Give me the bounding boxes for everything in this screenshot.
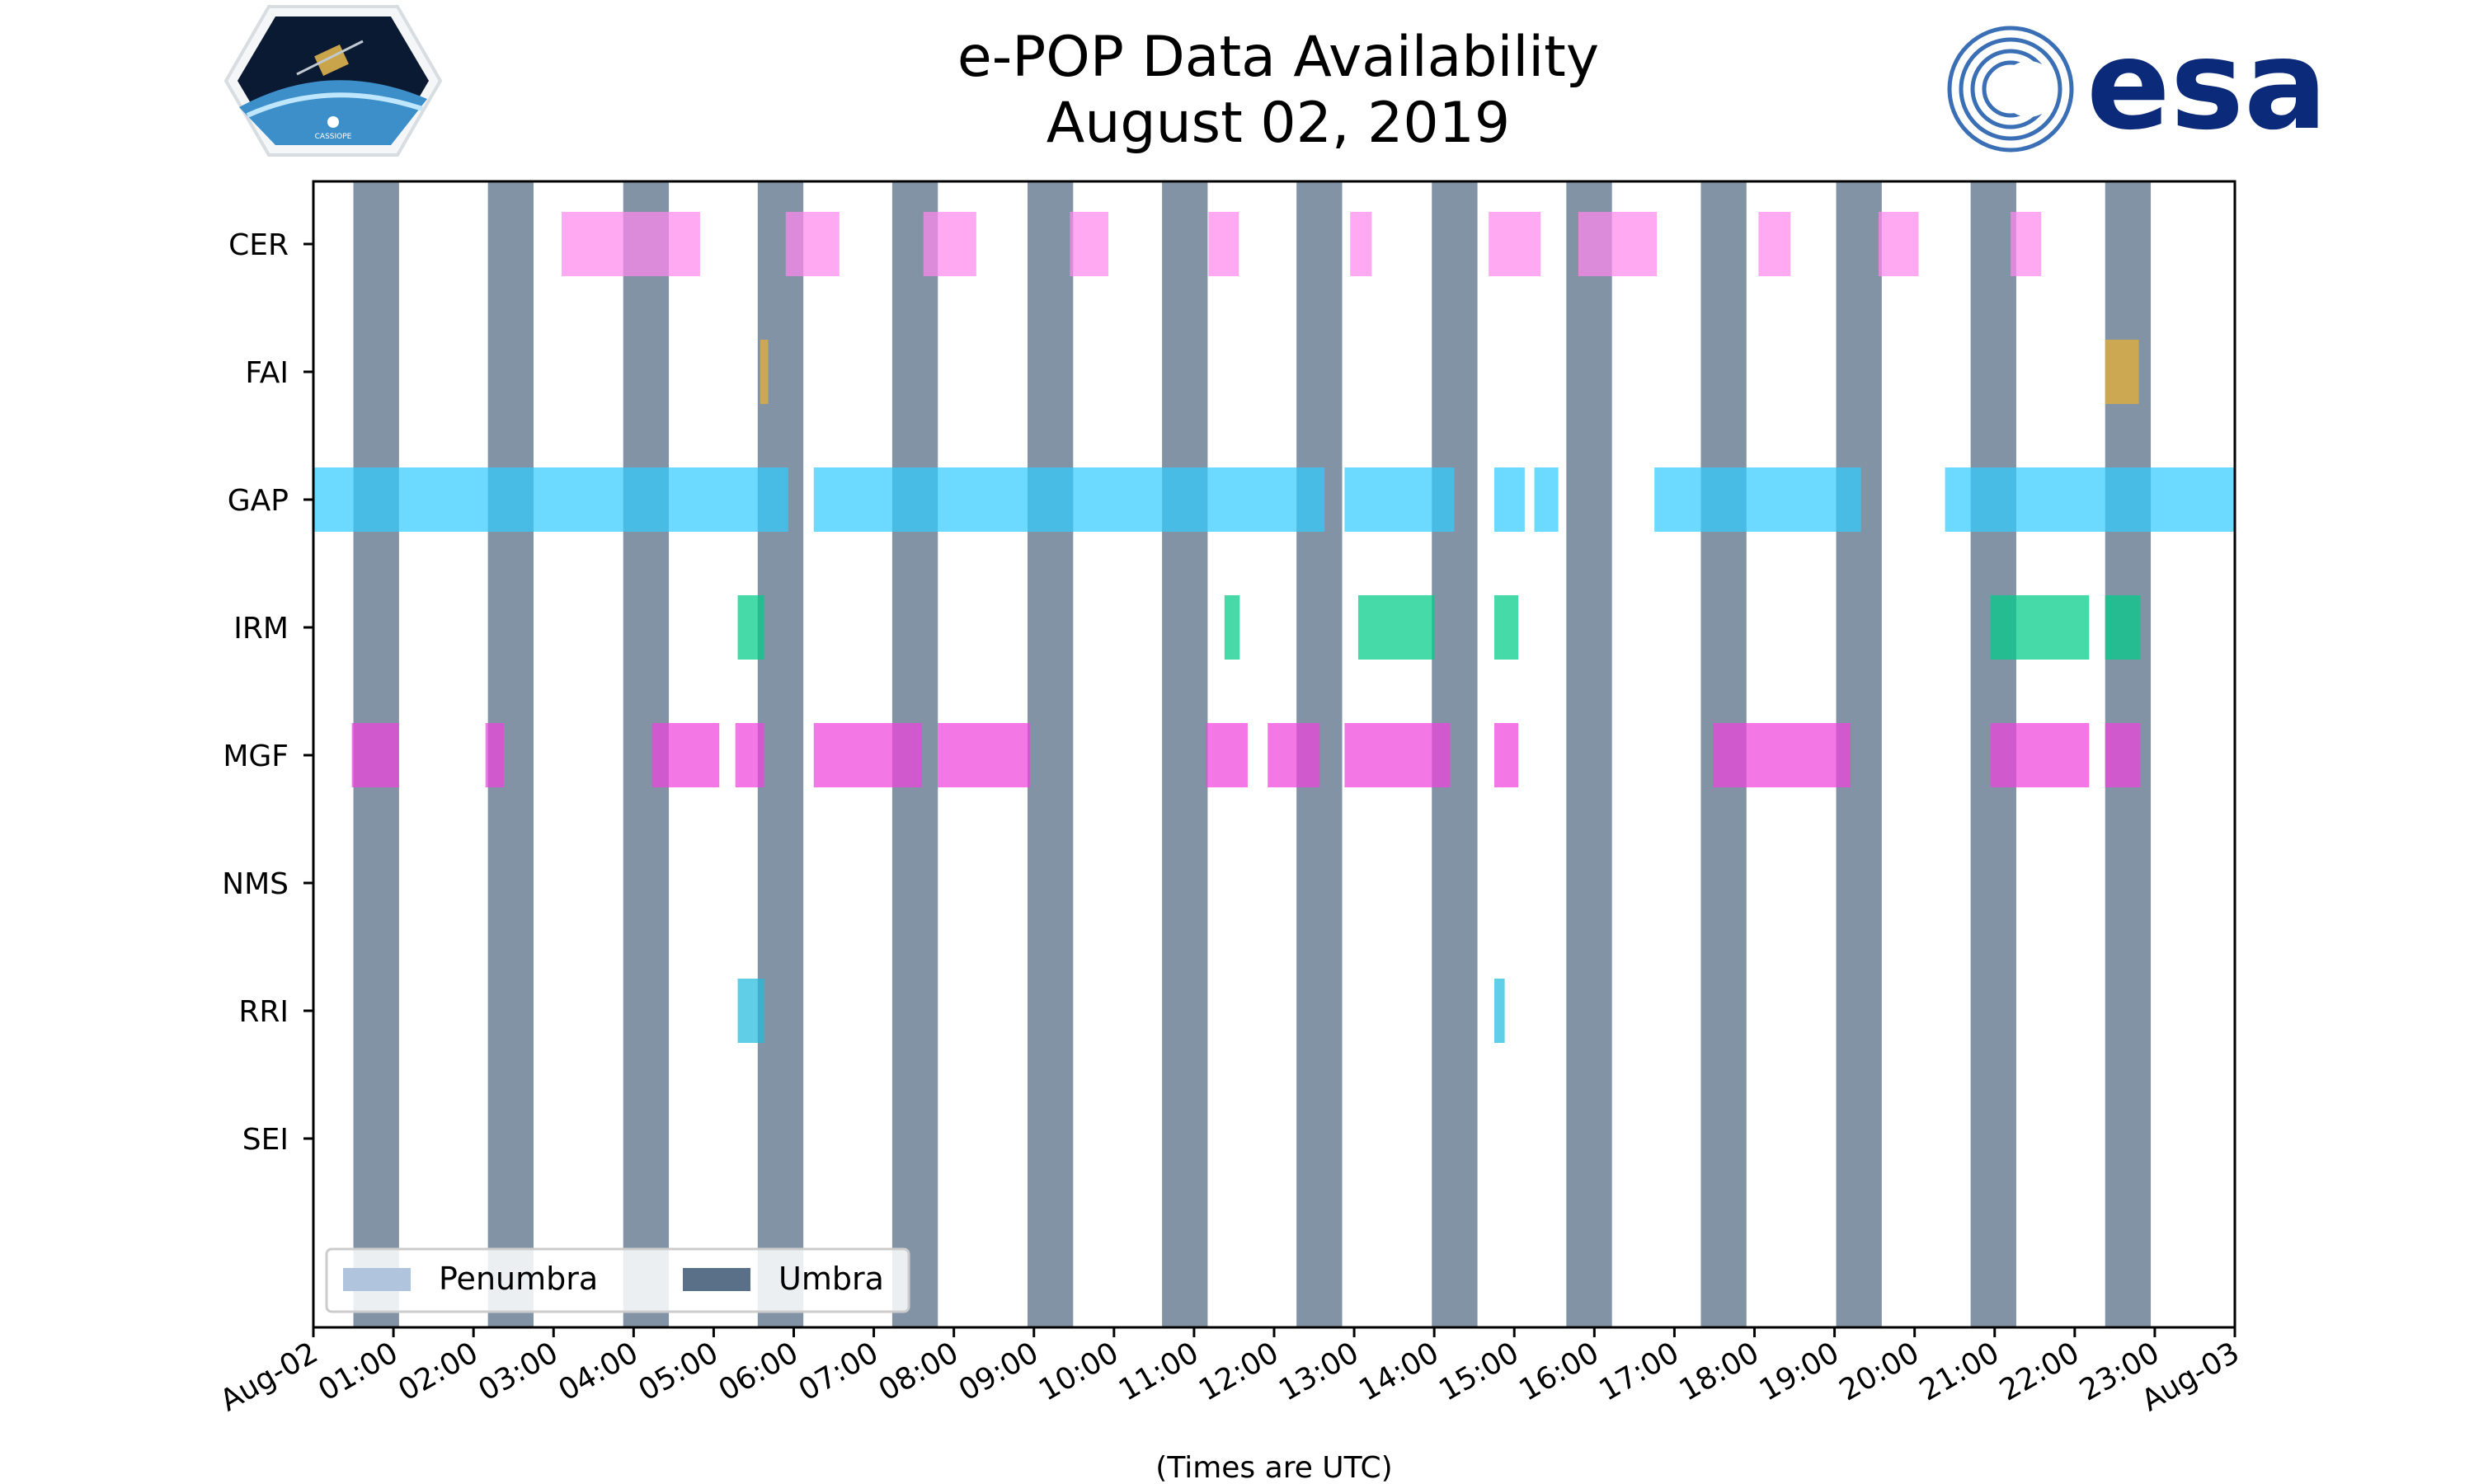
bar-cer <box>1758 212 1791 276</box>
y-tick-label: NMS <box>222 867 289 901</box>
x-tick-label: 22:00 <box>1994 1336 2085 1407</box>
bar-mgf <box>1713 723 1851 787</box>
bar-cer <box>1578 212 1658 276</box>
bar-rri <box>737 979 764 1043</box>
x-tick-label: 12:00 <box>1193 1336 1284 1407</box>
chart-title: e-POP Data Availability <box>957 25 1599 90</box>
y-tick-label: SEI <box>242 1123 289 1157</box>
legend-umbra-label: Umbra <box>778 1261 884 1297</box>
y-axis: CER FAI GAP IRM MGF NMS RRI SEI <box>222 228 313 1157</box>
y-tick-label: RRI <box>238 995 289 1029</box>
legend-penumbra-label: Penumbra <box>439 1261 598 1297</box>
x-axis-label: (Times are UTC) <box>1155 1451 1392 1484</box>
bar-cer <box>1208 212 1239 276</box>
y-tick-label: FAI <box>245 356 289 390</box>
x-tick-label: 14:00 <box>1353 1336 1444 1407</box>
bar-gap <box>1945 467 2235 532</box>
x-tick-label: 07:00 <box>793 1336 884 1407</box>
y-tick-label: CER <box>228 228 289 262</box>
bar-mgf <box>1493 723 1519 787</box>
bar-cer <box>1350 212 1372 276</box>
x-tick-label: 21:00 <box>1914 1336 2005 1407</box>
x-tick-label: 15:00 <box>1433 1336 1524 1407</box>
x-tick-label: Aug-02 <box>214 1336 323 1418</box>
x-tick-label: 20:00 <box>1834 1336 1925 1407</box>
bar-cer <box>1070 212 1109 276</box>
legend-umbra-swatch <box>683 1268 750 1291</box>
x-tick-label: 17:00 <box>1594 1336 1685 1407</box>
bar-mgf <box>735 723 764 787</box>
x-tick-label: 01:00 <box>313 1336 403 1407</box>
legend-penumbra-swatch <box>343 1268 411 1291</box>
legend: Penumbra Umbra <box>325 1247 910 1313</box>
cassiope-logo: CASSIOPE <box>223 5 443 157</box>
bar-rri <box>1493 979 1505 1043</box>
bar-cer <box>1878 212 1919 276</box>
bar-mgf <box>1268 723 1320 787</box>
chart-subtitle: August 02, 2019 <box>1047 91 1510 156</box>
bar-mgf <box>485 723 505 787</box>
umbra-band <box>1027 181 1074 1327</box>
bar-fai <box>2105 340 2139 404</box>
y-tick-label: MGF <box>223 740 289 773</box>
bar-irm <box>737 595 764 660</box>
x-tick-label: 18:00 <box>1674 1336 1765 1407</box>
bar-gap <box>1344 467 1455 532</box>
bar-irm <box>1357 595 1435 660</box>
bar-irm <box>1224 595 1240 660</box>
umbra-bands <box>353 181 2152 1327</box>
bar-gap <box>1534 467 1559 532</box>
cassiope-logo-text: CASSIOPE <box>315 133 352 141</box>
bar-gap <box>313 467 788 532</box>
bar-irm <box>2105 595 2141 660</box>
instrument-bars <box>313 212 2235 1043</box>
bar-cer <box>2011 212 2042 276</box>
bar-irm <box>1493 595 1519 660</box>
bar-irm <box>1990 595 2090 660</box>
x-tick-label: 03:00 <box>473 1336 563 1407</box>
bar-mgf <box>651 723 720 787</box>
x-tick-label: 06:00 <box>713 1336 804 1407</box>
bar-mgf <box>2105 723 2141 787</box>
x-tick-label: 04:00 <box>553 1336 643 1407</box>
legend-box <box>325 1247 910 1313</box>
x-tick-label: 19:00 <box>1754 1336 1845 1407</box>
bar-mgf <box>1344 723 1451 787</box>
bar-gap <box>1493 467 1525 532</box>
x-tick-label: 09:00 <box>953 1336 1044 1407</box>
bar-mgf <box>351 723 399 787</box>
y-tick-label: IRM <box>233 612 289 646</box>
bar-mgf <box>1206 723 1248 787</box>
x-tick-label: 08:00 <box>873 1336 964 1407</box>
x-tick-label: 05:00 <box>633 1336 724 1407</box>
umbra-band <box>1566 181 1612 1327</box>
bar-mgf <box>813 723 922 787</box>
bar-cer <box>1489 212 1541 276</box>
x-tick-label: 02:00 <box>393 1336 483 1407</box>
x-tick-label: 11:00 <box>1113 1336 1204 1407</box>
esa-logo: esa <box>1947 14 2327 157</box>
x-tick-label: 13:00 <box>1273 1336 1364 1407</box>
bar-fai <box>760 340 769 404</box>
umbra-band <box>1162 181 1208 1327</box>
bar-cer <box>785 212 840 276</box>
y-tick-label: GAP <box>228 484 289 518</box>
bar-mgf <box>1990 723 2090 787</box>
x-tick-label: 10:00 <box>1033 1336 1124 1407</box>
x-axis: Aug-0201:0002:0003:0004:0005:0006:0007:0… <box>214 1327 2246 1418</box>
bar-cer <box>923 212 976 276</box>
bar-mgf <box>938 723 1030 787</box>
x-tick-label: 16:00 <box>1513 1336 1604 1407</box>
bar-gap <box>813 467 1325 532</box>
bar-cer <box>561 212 700 276</box>
esa-logo-text: esa <box>2086 14 2327 157</box>
bar-gap <box>1654 467 1861 532</box>
